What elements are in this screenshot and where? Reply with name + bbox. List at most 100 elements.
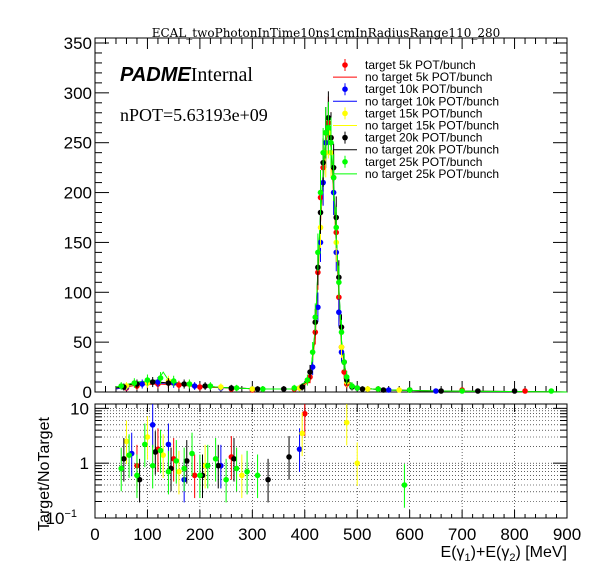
ratio-point	[197, 472, 203, 479]
data-point	[309, 364, 316, 370]
ratio-point	[160, 452, 166, 458]
data-point	[170, 378, 177, 384]
ratio-point	[233, 465, 240, 472]
data-point	[317, 189, 324, 196]
ratio-point	[165, 441, 172, 448]
y-tick-label: 10	[70, 399, 89, 418]
data-point	[304, 377, 311, 383]
top-axes: 0 50 100 150 200 250 300 350	[64, 34, 568, 402]
y-axis-label-ratio: Target/NoTarget	[36, 417, 53, 531]
ratio-point	[157, 447, 164, 454]
ratio-point	[149, 462, 156, 469]
data-point	[548, 388, 555, 394]
ratio-point	[152, 449, 159, 455]
data-point	[349, 383, 355, 389]
data-point	[131, 380, 138, 386]
data-point	[233, 385, 240, 391]
x-label-text: ) [MeV]	[515, 544, 567, 561]
legend-label: target 10k POT/bunch	[365, 82, 482, 96]
data-point	[438, 388, 444, 394]
top-frame	[94, 37, 568, 393]
x-tick-label: 900	[553, 525, 581, 544]
data-point	[375, 386, 382, 392]
data-point	[333, 224, 340, 231]
ratio-point	[121, 456, 127, 462]
data-point	[149, 379, 156, 385]
data-point	[281, 386, 287, 392]
data-point	[299, 384, 305, 390]
data-point	[197, 384, 203, 390]
ratio-point	[134, 472, 140, 479]
legend-marker	[342, 110, 348, 117]
data-point	[336, 279, 342, 286]
ratio-point	[142, 441, 148, 448]
x-tick-label: 500	[343, 525, 371, 544]
data-point	[249, 386, 256, 392]
legend-label: no target 25k POT/bunch	[365, 167, 499, 181]
bottom-series	[118, 404, 408, 508]
data-point	[511, 388, 518, 394]
data-point	[118, 383, 125, 389]
data-point	[322, 129, 329, 136]
legend-label: no target 20k POT/bunch	[365, 143, 499, 157]
y-tick-label: 250	[64, 134, 92, 153]
data-point	[139, 381, 145, 387]
legend-label: no target 15k POT/bunch	[365, 119, 499, 133]
top-series	[115, 91, 568, 394]
data-point	[380, 387, 387, 393]
data-point	[176, 382, 182, 388]
legend-label: target 15k POT/bunch	[365, 106, 482, 120]
x-tick-label: 0	[90, 525, 99, 544]
x-label-text: E(γ	[441, 544, 465, 561]
data-point	[354, 385, 361, 391]
data-point	[343, 374, 350, 380]
ratio-point	[265, 476, 271, 483]
y-tick-label: 1	[80, 454, 89, 473]
ratio-point	[123, 438, 130, 445]
series-target-15k-pot-bunch	[123, 107, 402, 393]
ratio-point	[299, 430, 305, 437]
legend-label: target 5k POT/bunch	[365, 58, 476, 72]
y-tick-label: 100	[64, 283, 92, 302]
data-point	[191, 383, 198, 389]
data-point	[315, 304, 321, 311]
ratio-point	[165, 468, 172, 475]
ratio-point	[212, 456, 219, 462]
legend-marker	[342, 159, 348, 165]
ratio-point	[239, 472, 245, 479]
x-tick-label: 700	[448, 525, 476, 544]
legend-label: no target 5k POT/bunch	[365, 70, 492, 84]
legend-label: target 25k POT/bunch	[365, 155, 482, 169]
data-point	[186, 381, 193, 387]
legend-marker	[342, 134, 348, 141]
ratio-point	[191, 472, 198, 479]
data-point	[385, 387, 392, 393]
top-panel: 0 50 100 150 200 250 300 350	[64, 34, 568, 402]
data-point	[325, 124, 332, 131]
x-tick-label: 400	[291, 525, 319, 544]
data-point	[406, 387, 413, 393]
y-tick-label: 300	[64, 84, 92, 103]
data-point	[522, 388, 528, 394]
data-point	[330, 174, 337, 181]
padme-label: PADMEInternal	[120, 64, 253, 86]
data-point	[320, 149, 326, 156]
ratio-point	[296, 446, 303, 452]
data-point	[218, 384, 224, 390]
data-point	[181, 381, 187, 387]
legend-marker	[342, 86, 348, 92]
y-tick-label: 150	[64, 233, 92, 252]
legend-label: no target 10k POT/bunch	[365, 94, 499, 108]
data-point	[312, 314, 319, 321]
ratio-point	[204, 462, 211, 469]
ratio-point	[173, 458, 180, 464]
bottom-grid	[94, 404, 568, 518]
data-point	[207, 383, 214, 389]
y-tick-label: 200	[64, 184, 92, 203]
data-point	[364, 386, 371, 392]
legend-label: target 20k POT/bunch	[365, 131, 482, 145]
